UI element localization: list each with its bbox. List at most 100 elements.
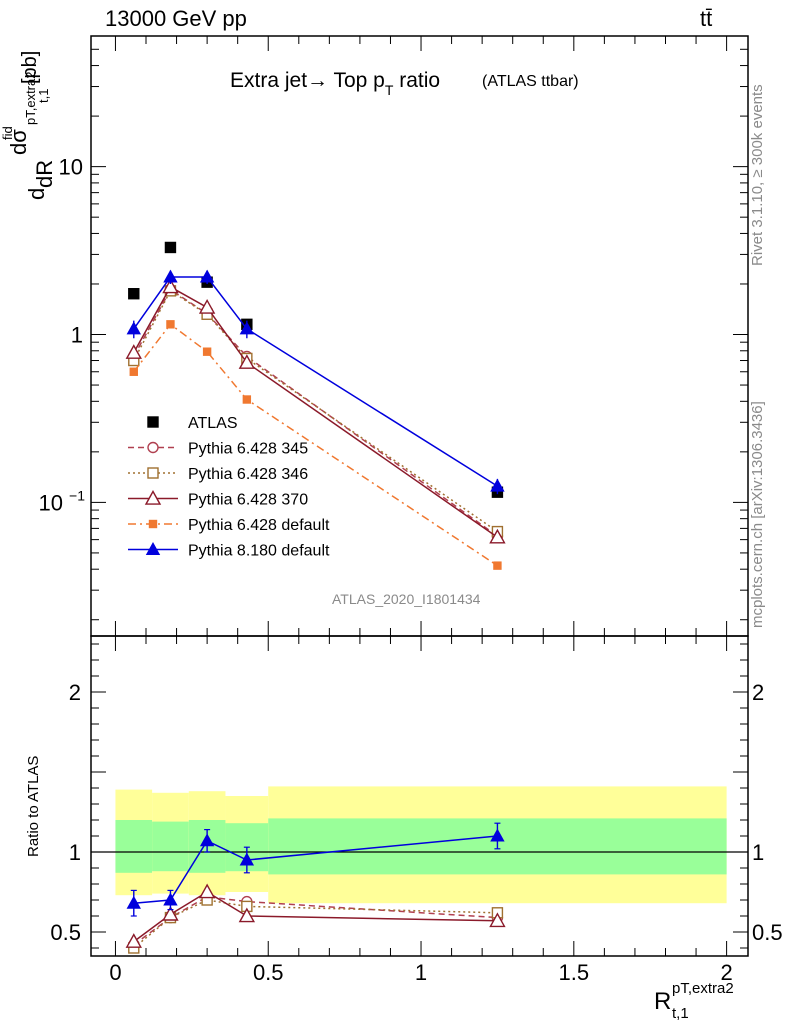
data-point — [125, 933, 142, 948]
data-point — [126, 895, 141, 909]
ratio-y-tick-label-right: 0.5 — [752, 920, 783, 945]
main-y-tick-label: 1 — [71, 323, 83, 348]
x-label-sup: pT,extra2 — [672, 980, 734, 997]
main-y-tick-labels: 10 1 10 −1 — [39, 155, 86, 516]
y-label-dr: dR — [32, 160, 57, 188]
y-label-sigma: dσ — [6, 129, 31, 155]
ratio-y-tick-label: 2 — [69, 680, 81, 705]
data-point — [489, 528, 506, 544]
series-atlas — [128, 241, 504, 498]
series-pythia-6-428-345 — [128, 283, 504, 542]
energy-label: 13000 GeV pp — [105, 6, 247, 31]
data-point — [490, 828, 505, 842]
legend-label: Pythia 6.428 370 — [188, 492, 308, 509]
series-line — [133, 899, 498, 949]
rivet-version-label: Rivet 3.1.10, ≥ 300k events — [749, 84, 766, 266]
series-pythia-8-180-default — [126, 269, 505, 495]
series-line — [133, 323, 498, 567]
data-point — [199, 269, 215, 283]
data-point — [239, 852, 255, 866]
data-point — [242, 395, 252, 404]
x-tick-label: 2 — [720, 960, 732, 985]
main-series-layer — [125, 241, 506, 570]
series-pythia-6-428-default — [129, 320, 502, 570]
legend-item: Pythia 6.428 370 — [128, 490, 308, 509]
ratio-y-tick-labels: 2 2 1 1 0.5 0.5 — [50, 680, 782, 945]
y-label-sigma-sub: pT,extra2 — [23, 72, 38, 125]
data-point — [198, 883, 216, 899]
analysis-tag: ATLAS_2020_I1801434 — [332, 591, 481, 607]
data-point — [125, 344, 142, 359]
data-point — [493, 561, 502, 570]
data-point — [238, 907, 256, 923]
series-line — [133, 896, 498, 946]
ratio-axis-ticks — [91, 636, 748, 956]
legend-marker — [148, 519, 158, 529]
ratio-series-pythia-6-428-370 — [125, 883, 506, 948]
x-label-main: R — [654, 988, 671, 1015]
ratio-plot-frame — [90, 635, 749, 957]
data-point — [490, 478, 505, 492]
mcplots-label: mcplots.cern.ch [arXiv:1306.3436] — [749, 401, 766, 628]
band-inner — [152, 821, 189, 872]
ratio-y-axis-label: Ratio to ATLAS — [25, 756, 42, 857]
x-tick-label: 1 — [415, 960, 427, 985]
ratio-y-tick-label: 0.5 — [50, 920, 81, 945]
data-point — [489, 912, 506, 928]
plot-title-tag: (ATLAS ttbar) — [482, 73, 579, 90]
series-pythia-6-428-370 — [125, 278, 506, 544]
y-label-d: d — [24, 188, 49, 200]
legend: ATLAS Pythia 6.428 345 Pythia 6.428 346 Pyt… — [128, 415, 330, 560]
main-y-tick-label: 10 — [59, 155, 83, 180]
data-point — [162, 278, 179, 294]
legend-marker — [147, 416, 159, 428]
data-point — [126, 321, 141, 335]
legend-label: Pythia 8.180 default — [188, 543, 330, 560]
legend-marker — [144, 490, 162, 505]
ratio-series-pythia-8-180-default — [126, 822, 505, 917]
legend-item: Pythia 6.428 345 — [128, 441, 308, 458]
x-tick-label: 0 — [109, 960, 121, 985]
x-tick-labels: 0 0.5 1 1.5 2 — [109, 960, 732, 985]
data-point — [129, 367, 138, 376]
data-point — [163, 892, 178, 906]
main-plot-area: 10 1 10 −1 Extra jet→ Top pT ratio (ATLAS t… — [0, 35, 749, 637]
process-label: tt̄ — [700, 6, 712, 31]
plot-title: Extra jet→ Top pT ratio — [230, 69, 440, 98]
data-point — [128, 288, 140, 300]
band-inner — [115, 820, 153, 873]
y-label-dr-sub: t,1 — [36, 89, 51, 103]
data-point — [202, 347, 212, 356]
legend-marker — [147, 441, 159, 454]
legend-item: ATLAS — [147, 415, 238, 432]
legend-label: Pythia 6.428 345 — [188, 441, 308, 458]
legend-item: Pythia 6.428 346 — [128, 466, 308, 483]
data-point — [238, 354, 256, 369]
main-y-axis-label: d dσ fid pT,extra2 dR t,1 [pb] — [0, 51, 57, 200]
main-y-tick-label: 10 — [39, 490, 63, 515]
data-point — [163, 269, 178, 283]
data-point — [239, 321, 255, 335]
legend-item: Pythia 6.428 default — [128, 517, 330, 534]
ratio-y-tick-label: 1 — [69, 840, 81, 865]
ratio-y-tick-label-right: 2 — [752, 680, 764, 705]
ratio-y-tick-label-right: 1 — [752, 840, 764, 865]
x-axis-label: R pT,extra2 t,1 — [654, 980, 734, 1022]
data-point — [199, 833, 215, 847]
legend-marker — [145, 542, 161, 555]
legend-marker — [147, 467, 159, 479]
ratio-series-pythia-6-428-346 — [128, 894, 504, 954]
x-label-sub: t,1 — [672, 1005, 689, 1022]
main-axis-ticks — [91, 35, 748, 636]
x-tick-label: 0.5 — [253, 960, 284, 985]
legend-label: Pythia 6.428 346 — [188, 466, 308, 483]
data-point — [166, 320, 175, 329]
data-point — [164, 241, 177, 254]
y-label-unit: [pb] — [19, 51, 41, 84]
main-y-tick-exponent: −1 — [69, 487, 85, 503]
legend-item: Pythia 8.180 default — [128, 542, 330, 560]
ratio-series-layer — [125, 822, 506, 954]
legend-label: ATLAS — [188, 415, 238, 432]
y-label-sigma-sup: fid — [0, 126, 15, 140]
